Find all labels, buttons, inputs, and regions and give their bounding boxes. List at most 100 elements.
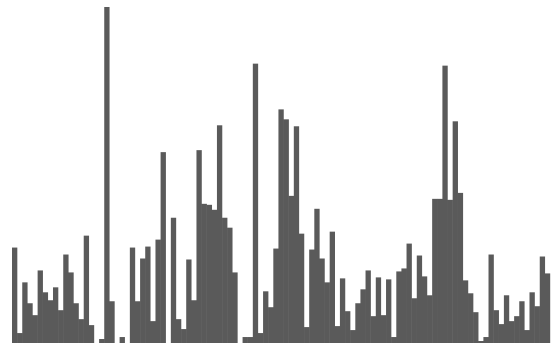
bar-7 [47,300,54,343]
bar-17 [99,339,105,343]
bar-83 [437,198,443,343]
bar-53 [283,119,289,343]
bar-55 [293,126,300,343]
bar-43 [232,272,238,343]
bar-76 [401,268,407,343]
bar-25 [140,258,146,343]
bar-57 [304,327,310,343]
bar-91 [478,341,484,343]
bar-3 [27,303,33,343]
bar-62 [329,231,335,343]
bar-72 [380,315,387,343]
bar-70 [370,316,376,343]
bar-29 [160,152,166,343]
bar-104 [544,273,551,343]
bar-1 [17,333,23,343]
bar-33 [181,329,187,343]
bar-65 [345,311,351,343]
bar-60 [319,258,325,343]
bar-103 [539,256,546,343]
bar-12 [73,303,79,343]
bar-64 [339,278,346,343]
bar-86 [452,121,458,343]
bar-46 [247,337,254,343]
bar-4 [32,315,38,343]
bar-99 [519,301,525,343]
bar-81 [427,295,433,343]
bar-24 [134,301,141,343]
bar-73 [386,279,392,343]
bar-37 [201,203,207,343]
bar-67 [355,303,361,343]
bar-32 [175,319,182,343]
bar-101 [529,292,535,343]
bar-79 [416,255,423,343]
bar-88 [462,280,469,343]
bar-26 [145,246,151,343]
bar-100 [524,330,530,343]
bar-52 [278,109,284,343]
bar-35 [191,300,197,343]
bar-40 [216,125,223,343]
bar-14 [83,235,90,343]
bar-39 [211,209,218,343]
bar-74 [391,337,397,343]
bar-5 [37,270,43,343]
bar-93 [488,254,494,343]
bar-82 [432,198,438,343]
bar-68 [360,289,366,343]
bar-63 [334,326,341,343]
bar-19 [109,301,115,343]
bar-34 [186,259,192,343]
bar-102 [534,306,540,343]
bar-31 [170,217,177,343]
bar-97 [509,321,515,343]
bar-45 [242,337,248,343]
bar-56 [298,233,305,343]
bar-23 [129,247,136,343]
bar-58 [309,249,315,343]
bar-47 [252,63,259,344]
bars-group [12,6,551,344]
bar-71 [375,277,382,343]
bar-94 [493,310,499,343]
bar-59 [314,208,320,343]
bar-10 [63,254,69,343]
bar-18 [104,6,110,344]
bar-80 [421,276,428,343]
bar-8 [52,287,59,343]
bar-96 [503,295,510,343]
bar-21 [119,337,125,343]
bar-11 [68,272,74,343]
bar-98 [514,316,520,343]
bar-27 [150,321,156,343]
bar-92 [483,337,489,343]
bar-41 [222,217,228,343]
bar-77 [406,243,412,343]
bar-49 [263,291,269,343]
bar-15 [88,325,95,343]
bar-48 [257,333,264,343]
bar-85 [447,199,453,343]
bar-90 [473,312,479,343]
bar-54 [288,195,295,343]
bar-78 [411,298,417,343]
bar-84 [442,65,448,343]
bar-69 [365,270,371,343]
bar-9 [58,310,64,343]
bar-2 [22,282,28,343]
bar-6 [42,292,49,343]
bar-50 [268,307,274,343]
bar-87 [457,192,464,343]
bar-13 [78,319,84,343]
bar-42 [227,227,233,343]
bar-0 [12,247,18,343]
bar-51 [273,248,279,343]
bar-75 [396,271,402,343]
bar-66 [350,330,356,343]
bar-95 [498,324,505,343]
bar-38 [206,204,213,343]
bar-28 [155,239,161,343]
bar-36 [196,150,202,343]
